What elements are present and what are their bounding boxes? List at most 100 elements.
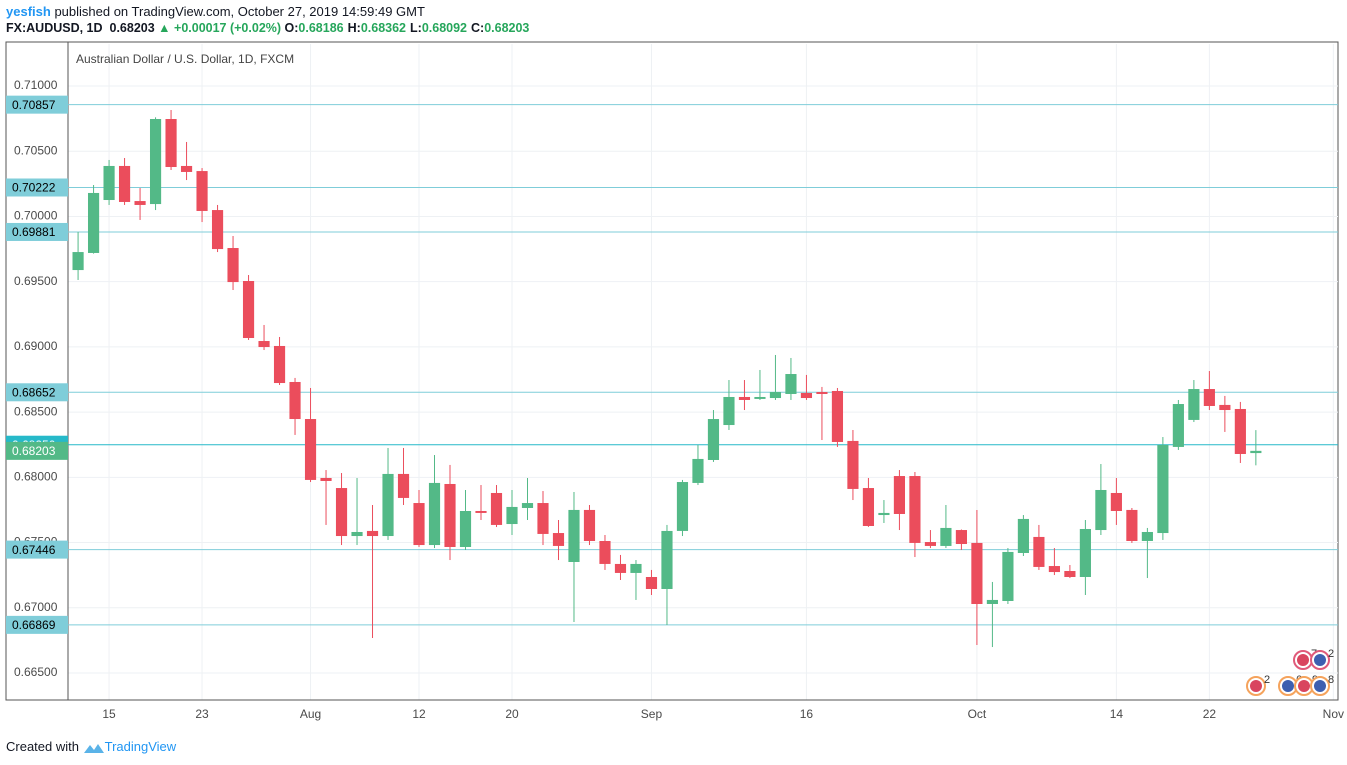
level-badge <box>6 383 68 402</box>
x-tick-label: 20 <box>505 707 519 721</box>
ohlc-value: 0.68203 <box>484 21 530 35</box>
candle-body <box>444 483 456 547</box>
candle-body <box>366 530 379 537</box>
ohlc-key: H: <box>347 21 361 35</box>
candle-body <box>785 374 797 394</box>
event-flag <box>1282 680 1294 692</box>
candle-body <box>878 512 890 516</box>
level-label: 0.69881 <box>12 225 56 239</box>
candle-body <box>1079 528 1091 577</box>
event-flag <box>1314 654 1326 666</box>
event-flag <box>1298 680 1310 692</box>
candle-body <box>211 210 224 250</box>
logo <box>83 743 104 753</box>
candle-body <box>645 576 658 589</box>
candle-body <box>103 165 115 201</box>
candle-body <box>583 509 596 541</box>
last-price-label: 0.68203 <box>12 444 56 458</box>
footer-brand[interactable]: TradingView <box>104 739 177 754</box>
candle-body <box>893 476 906 514</box>
candle-body <box>196 171 208 211</box>
candle-body <box>304 419 317 480</box>
candle-body <box>537 503 549 534</box>
footer-text: Created with <box>6 739 79 754</box>
candle-body <box>165 119 177 168</box>
candle-body <box>335 488 348 537</box>
event-count: 2 <box>1328 648 1334 660</box>
candle-body <box>847 440 859 489</box>
level-badge <box>6 540 68 559</box>
candle-body <box>289 381 301 420</box>
candle-body <box>909 476 921 543</box>
candle-body <box>940 527 952 546</box>
candle-body <box>1064 570 1076 577</box>
candle-body <box>986 599 998 604</box>
x-tick-label: 14 <box>1110 707 1124 721</box>
published: published on TradingView.com, October 27… <box>54 4 425 19</box>
candle-body <box>707 419 720 460</box>
candle-body <box>227 248 239 283</box>
y-tick-label: 0.70000 <box>14 209 58 223</box>
x-tick-label: Oct <box>968 707 987 721</box>
candle-body <box>1002 551 1014 601</box>
y-tick-label: 0.71000 <box>14 78 58 92</box>
candle-body <box>924 542 937 546</box>
ohlc-value: 0.68186 <box>298 21 344 35</box>
candle-body <box>428 482 441 546</box>
y-tick-label: 0.67000 <box>14 600 58 614</box>
x-tick-label: Nov <box>1323 707 1344 721</box>
candle-body <box>630 563 642 573</box>
candle-body <box>614 563 627 573</box>
candle-body <box>134 201 146 205</box>
y-tick-label: 0.69500 <box>14 274 58 288</box>
candle-body <box>180 165 193 172</box>
y-tick-label: 0.69000 <box>14 339 58 353</box>
event-flag <box>1314 680 1326 692</box>
candle-body <box>1048 566 1060 573</box>
x-tick-label: 23 <box>195 707 209 721</box>
level-badge <box>6 615 68 634</box>
x-tick-label: Aug <box>300 707 321 721</box>
author[interactable]: yesfish <box>6 4 51 19</box>
candle-body <box>149 119 162 205</box>
x-tick-label: 15 <box>102 707 116 721</box>
footer: Created with TradingView <box>6 739 176 755</box>
candle-body <box>1033 536 1045 567</box>
symbol-line: FX:AUDUSD, 1D 0.68203 ▲ +0.00017 (+0.02%… <box>6 21 533 35</box>
candle-body <box>552 533 565 546</box>
candle-body <box>1219 404 1231 411</box>
candle-body <box>1234 408 1246 454</box>
price: 0.68203 <box>109 21 155 35</box>
last-price-badge <box>6 441 68 460</box>
candle-body <box>723 396 735 426</box>
candle-body <box>862 488 875 526</box>
candle-body <box>661 530 673 589</box>
candle-body <box>692 458 704 483</box>
ohlc-value: 0.68092 <box>421 21 467 35</box>
x-tick-label: 12 <box>412 707 426 721</box>
candle-body <box>1172 404 1184 447</box>
plot-frame <box>5 41 1339 701</box>
change: ▲ +0.00017 (+0.02%) <box>158 21 282 35</box>
candle-body <box>320 477 332 481</box>
candle-body <box>971 542 983 604</box>
candle-body <box>521 503 534 508</box>
candle-body <box>955 530 967 544</box>
candle-body <box>800 392 813 399</box>
ohlc-key: C: <box>471 21 485 35</box>
event-count: 8 <box>1328 674 1334 686</box>
candle-body <box>1157 444 1169 534</box>
candle-body <box>506 506 518 525</box>
candle-body <box>87 192 100 253</box>
candle-body <box>676 482 689 531</box>
ohlc-key: O: <box>284 21 299 35</box>
ohlc-key: L: <box>410 21 422 35</box>
candle-body <box>1203 389 1215 406</box>
candle-body <box>1250 450 1262 454</box>
candle-body <box>1095 489 1107 531</box>
level-label: 0.70857 <box>12 98 56 112</box>
candle-body <box>382 473 394 537</box>
level-badge <box>6 222 68 241</box>
